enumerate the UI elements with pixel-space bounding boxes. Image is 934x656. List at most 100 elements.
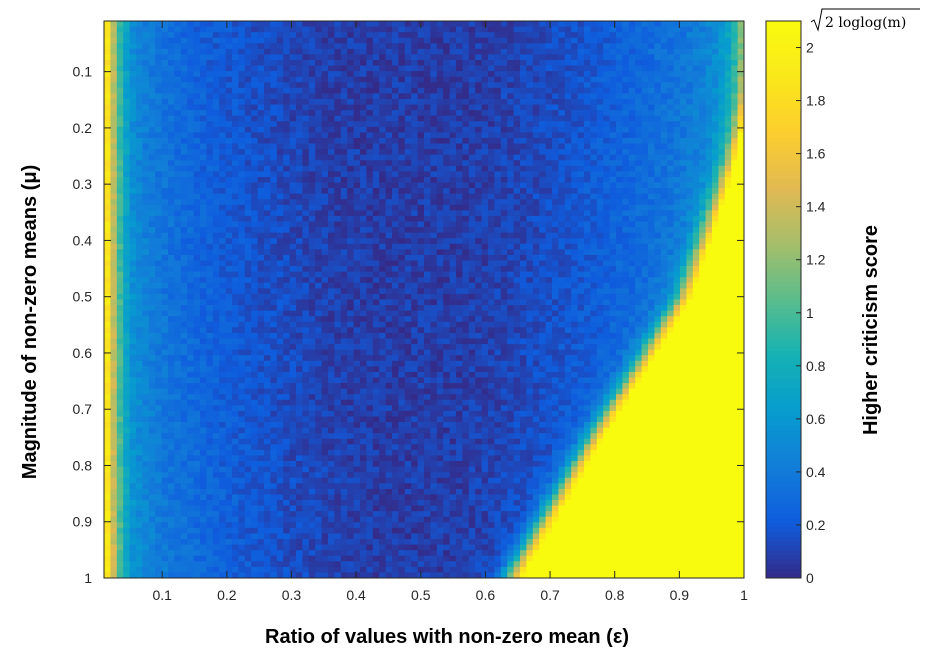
- heatmap-cell: [289, 288, 297, 295]
- heatmap-cell: [641, 115, 649, 122]
- heatmap-cell: [449, 160, 457, 167]
- heatmap-cell: [251, 243, 258, 250]
- heatmap-cell: [526, 54, 534, 61]
- heatmap-cell: [622, 82, 630, 89]
- heatmap-cell: [654, 165, 662, 172]
- heatmap-cell: [193, 43, 201, 50]
- heatmap-cell: [315, 32, 322, 39]
- heatmap-cell: [155, 193, 162, 200]
- heatmap-cell: [392, 110, 399, 117]
- heatmap-cell: [142, 65, 150, 72]
- heatmap-cell: [289, 137, 297, 144]
- heatmap-cell: [308, 43, 316, 50]
- heatmap-cell: [667, 87, 674, 94]
- heatmap-cell: [552, 243, 559, 250]
- heatmap-cell: [424, 271, 431, 278]
- heatmap-cell: [360, 154, 367, 161]
- heatmap-cell: [206, 59, 214, 66]
- heatmap-cell: [257, 126, 265, 133]
- heatmap-cell: [219, 26, 226, 33]
- heatmap-cell: [686, 154, 694, 161]
- heatmap-cell: [654, 93, 662, 100]
- heatmap-cell: [347, 65, 354, 72]
- heatmap-cell: [462, 282, 470, 289]
- heatmap-cell: [148, 227, 156, 234]
- heatmap-cell: [200, 176, 207, 183]
- heatmap-cell: [596, 232, 604, 239]
- heatmap-cell: [116, 137, 124, 144]
- heatmap-cell: [526, 160, 534, 167]
- heatmap-cell: [436, 43, 444, 50]
- heatmap-cell: [545, 243, 553, 250]
- heatmap-cell: [660, 277, 668, 284]
- heatmap-cell: [174, 293, 182, 300]
- heatmap-cell: [360, 143, 367, 150]
- heatmap-cell: [609, 71, 617, 78]
- heatmap-cell: [545, 221, 553, 228]
- heatmap-cell: [264, 160, 271, 167]
- heatmap-cell: [225, 249, 233, 256]
- heatmap-cell: [673, 227, 681, 234]
- heatmap-cell: [520, 93, 527, 100]
- heatmap-cell: [545, 65, 553, 72]
- heatmap-cell: [443, 249, 450, 256]
- heatmap-cell: [110, 121, 118, 128]
- heatmap-cell: [462, 204, 470, 211]
- heatmap-cell: [507, 76, 514, 83]
- heatmap-cell: [392, 137, 399, 144]
- heatmap-cell: [379, 126, 386, 133]
- heatmap-cell: [648, 132, 655, 139]
- heatmap-cell: [488, 221, 495, 228]
- heatmap-cell: [308, 54, 316, 61]
- heatmap-cell: [398, 199, 406, 206]
- heatmap-cell: [244, 26, 252, 33]
- heatmap-cell: [558, 21, 566, 27]
- heatmap-cell: [686, 199, 694, 206]
- heatmap-cell: [596, 160, 604, 167]
- heatmap-cell: [660, 126, 668, 133]
- heatmap-cell: [552, 193, 559, 200]
- heatmap-cell: [168, 115, 175, 122]
- heatmap-cell: [462, 126, 470, 133]
- heatmap-cell: [686, 93, 694, 100]
- heatmap-cell: [558, 160, 566, 167]
- heatmap-cell: [712, 149, 719, 156]
- heatmap-cell: [552, 171, 559, 178]
- heatmap-cell: [513, 188, 521, 195]
- heatmap-cell: [430, 199, 438, 206]
- heatmap-cell: [692, 71, 700, 78]
- heatmap-cell: [526, 271, 534, 278]
- heatmap-cell: [366, 176, 374, 183]
- heatmap-cell: [654, 238, 662, 245]
- heatmap-cell: [321, 37, 329, 44]
- heatmap-cell: [648, 115, 655, 122]
- heatmap-cell: [148, 54, 156, 61]
- heatmap-cell: [603, 115, 610, 122]
- heatmap-cell: [526, 232, 534, 239]
- heatmap-cell: [507, 260, 514, 267]
- heatmap-cell: [686, 282, 694, 289]
- heatmap-cell: [462, 143, 470, 150]
- heatmap-cell: [123, 238, 130, 245]
- heatmap-cell: [385, 110, 393, 117]
- heatmap-cell: [545, 210, 553, 217]
- heatmap-cell: [283, 115, 290, 122]
- heatmap-cell: [347, 48, 354, 55]
- heatmap-cell: [219, 210, 226, 217]
- heatmap-cell: [129, 32, 137, 39]
- heatmap-cell: [558, 43, 566, 50]
- heatmap-cell: [449, 121, 457, 128]
- heatmap-cell: [372, 137, 380, 144]
- heatmap-cell: [648, 87, 655, 94]
- heatmap-cell: [212, 37, 220, 44]
- heatmap-cell: [558, 293, 566, 300]
- heatmap-cell: [507, 199, 514, 206]
- heatmap-cell: [654, 48, 662, 55]
- heatmap-cell: [161, 215, 169, 222]
- heatmap-cell: [334, 87, 342, 94]
- heatmap-cell: [660, 232, 668, 239]
- heatmap-cell: [174, 121, 182, 128]
- heatmap-cell: [443, 87, 450, 94]
- heatmap-cell: [334, 104, 342, 111]
- heatmap-cell: [334, 160, 342, 167]
